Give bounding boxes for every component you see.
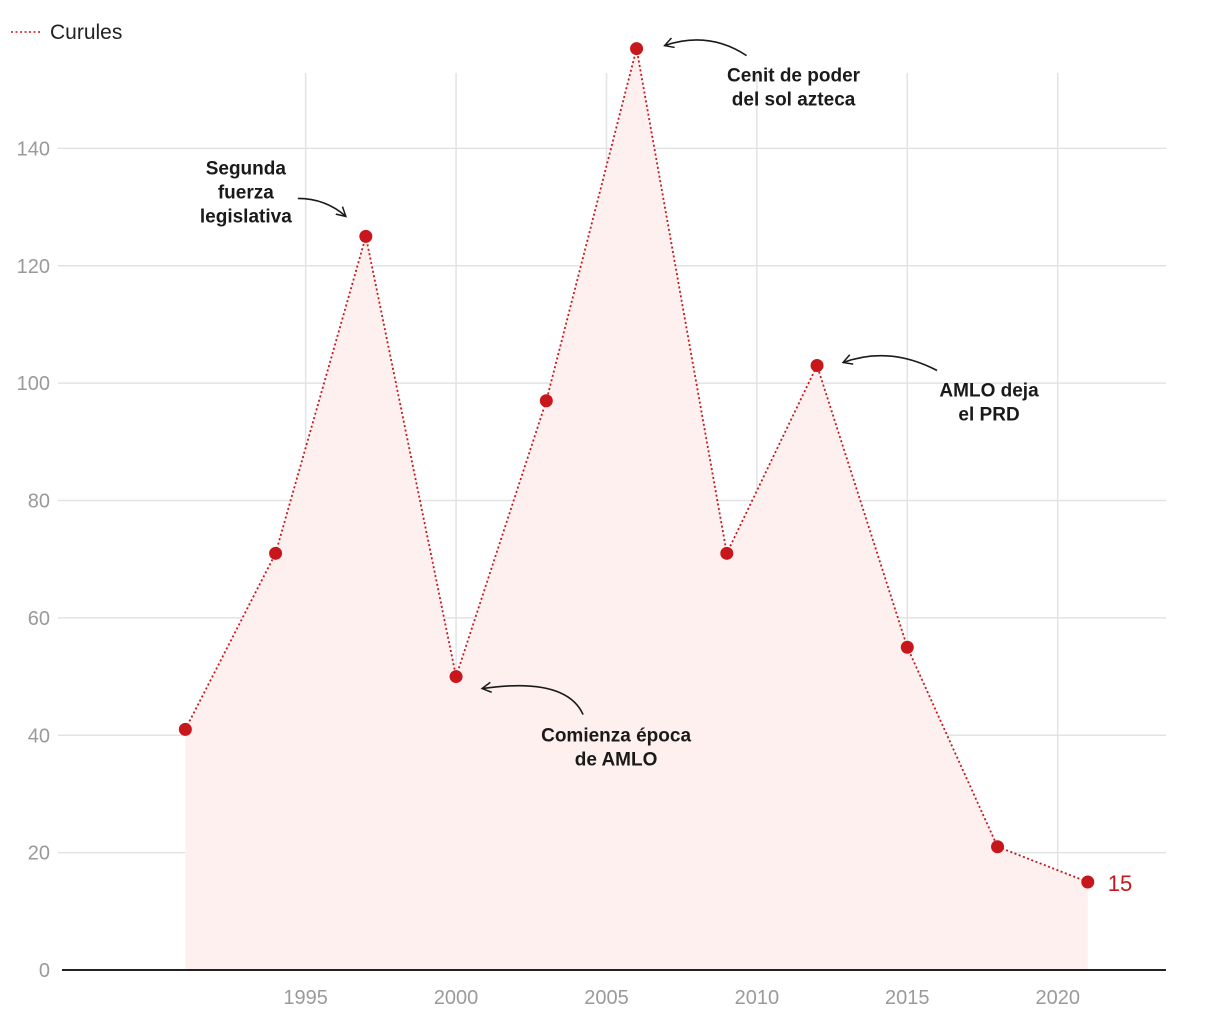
annotation-layer: Segunda fuerza legislativa Comienza época de… xyxy=(200,37,1039,771)
annotation-text-line: Cenit de poder xyxy=(727,66,861,87)
annotation-text-line: del sol azteca xyxy=(732,90,856,111)
x-tick-label: 2000 xyxy=(434,987,479,1009)
data-point xyxy=(720,546,734,560)
annotation: Comienza época de AMLO xyxy=(480,681,691,771)
data-point xyxy=(539,394,553,408)
annotation: Cenit de poder del sol azteca xyxy=(663,37,861,111)
area-layer xyxy=(185,48,1088,970)
end-value-label: 15 xyxy=(1108,871,1132,896)
data-point xyxy=(1081,875,1095,889)
x-tick-label: 2010 xyxy=(735,987,780,1009)
legend: Curules xyxy=(11,21,122,44)
y-tick-label: 120 xyxy=(17,256,50,278)
annotation-text-line: Comienza época xyxy=(541,726,691,747)
annotation-text-line: de AMLO xyxy=(575,750,658,771)
axis-layer: 0 20 40 60 80 100 120 140 1995 2000 2005 2010 2015 20… xyxy=(17,138,1166,1009)
x-tick-label: 2020 xyxy=(1035,987,1080,1009)
annotation-text-line: legislativa xyxy=(200,206,292,227)
annotation-text-line: AMLO deja xyxy=(939,381,1039,402)
y-tick-label: 80 xyxy=(28,491,50,513)
y-tick-label: 100 xyxy=(17,373,50,395)
y-tick-label: 20 xyxy=(28,843,50,865)
x-tick-label: 2005 xyxy=(584,987,629,1009)
data-point xyxy=(630,42,644,56)
annotation-arrow xyxy=(841,354,938,372)
annotation-text-line: Segunda xyxy=(206,158,287,179)
series-area xyxy=(185,48,1088,970)
annotation-arrow xyxy=(480,681,584,715)
data-point xyxy=(900,640,914,654)
y-tick-label: 0 xyxy=(39,960,50,982)
annotation-arrow xyxy=(663,37,748,57)
y-tick-label: 60 xyxy=(28,608,50,630)
annotation: AMLO deja el PRD xyxy=(841,354,1039,426)
data-point xyxy=(178,722,192,736)
x-tick-label: 1995 xyxy=(283,987,328,1009)
annotation: Segunda fuerza legislativa xyxy=(200,158,347,227)
y-tick-label: 40 xyxy=(28,725,50,747)
annotation-text-line: el PRD xyxy=(958,405,1019,426)
legend-label: Curules xyxy=(50,21,122,44)
data-point xyxy=(810,359,824,373)
data-point xyxy=(449,670,463,684)
annotation-arrow xyxy=(297,197,347,218)
data-point xyxy=(991,840,1005,854)
point-layer: 15 xyxy=(178,42,1132,896)
y-tick-label: 140 xyxy=(17,138,50,160)
x-tick-label: 2015 xyxy=(885,987,930,1009)
annotation-text-line: fuerza xyxy=(218,182,274,203)
data-point xyxy=(359,229,373,243)
data-point xyxy=(269,546,283,560)
